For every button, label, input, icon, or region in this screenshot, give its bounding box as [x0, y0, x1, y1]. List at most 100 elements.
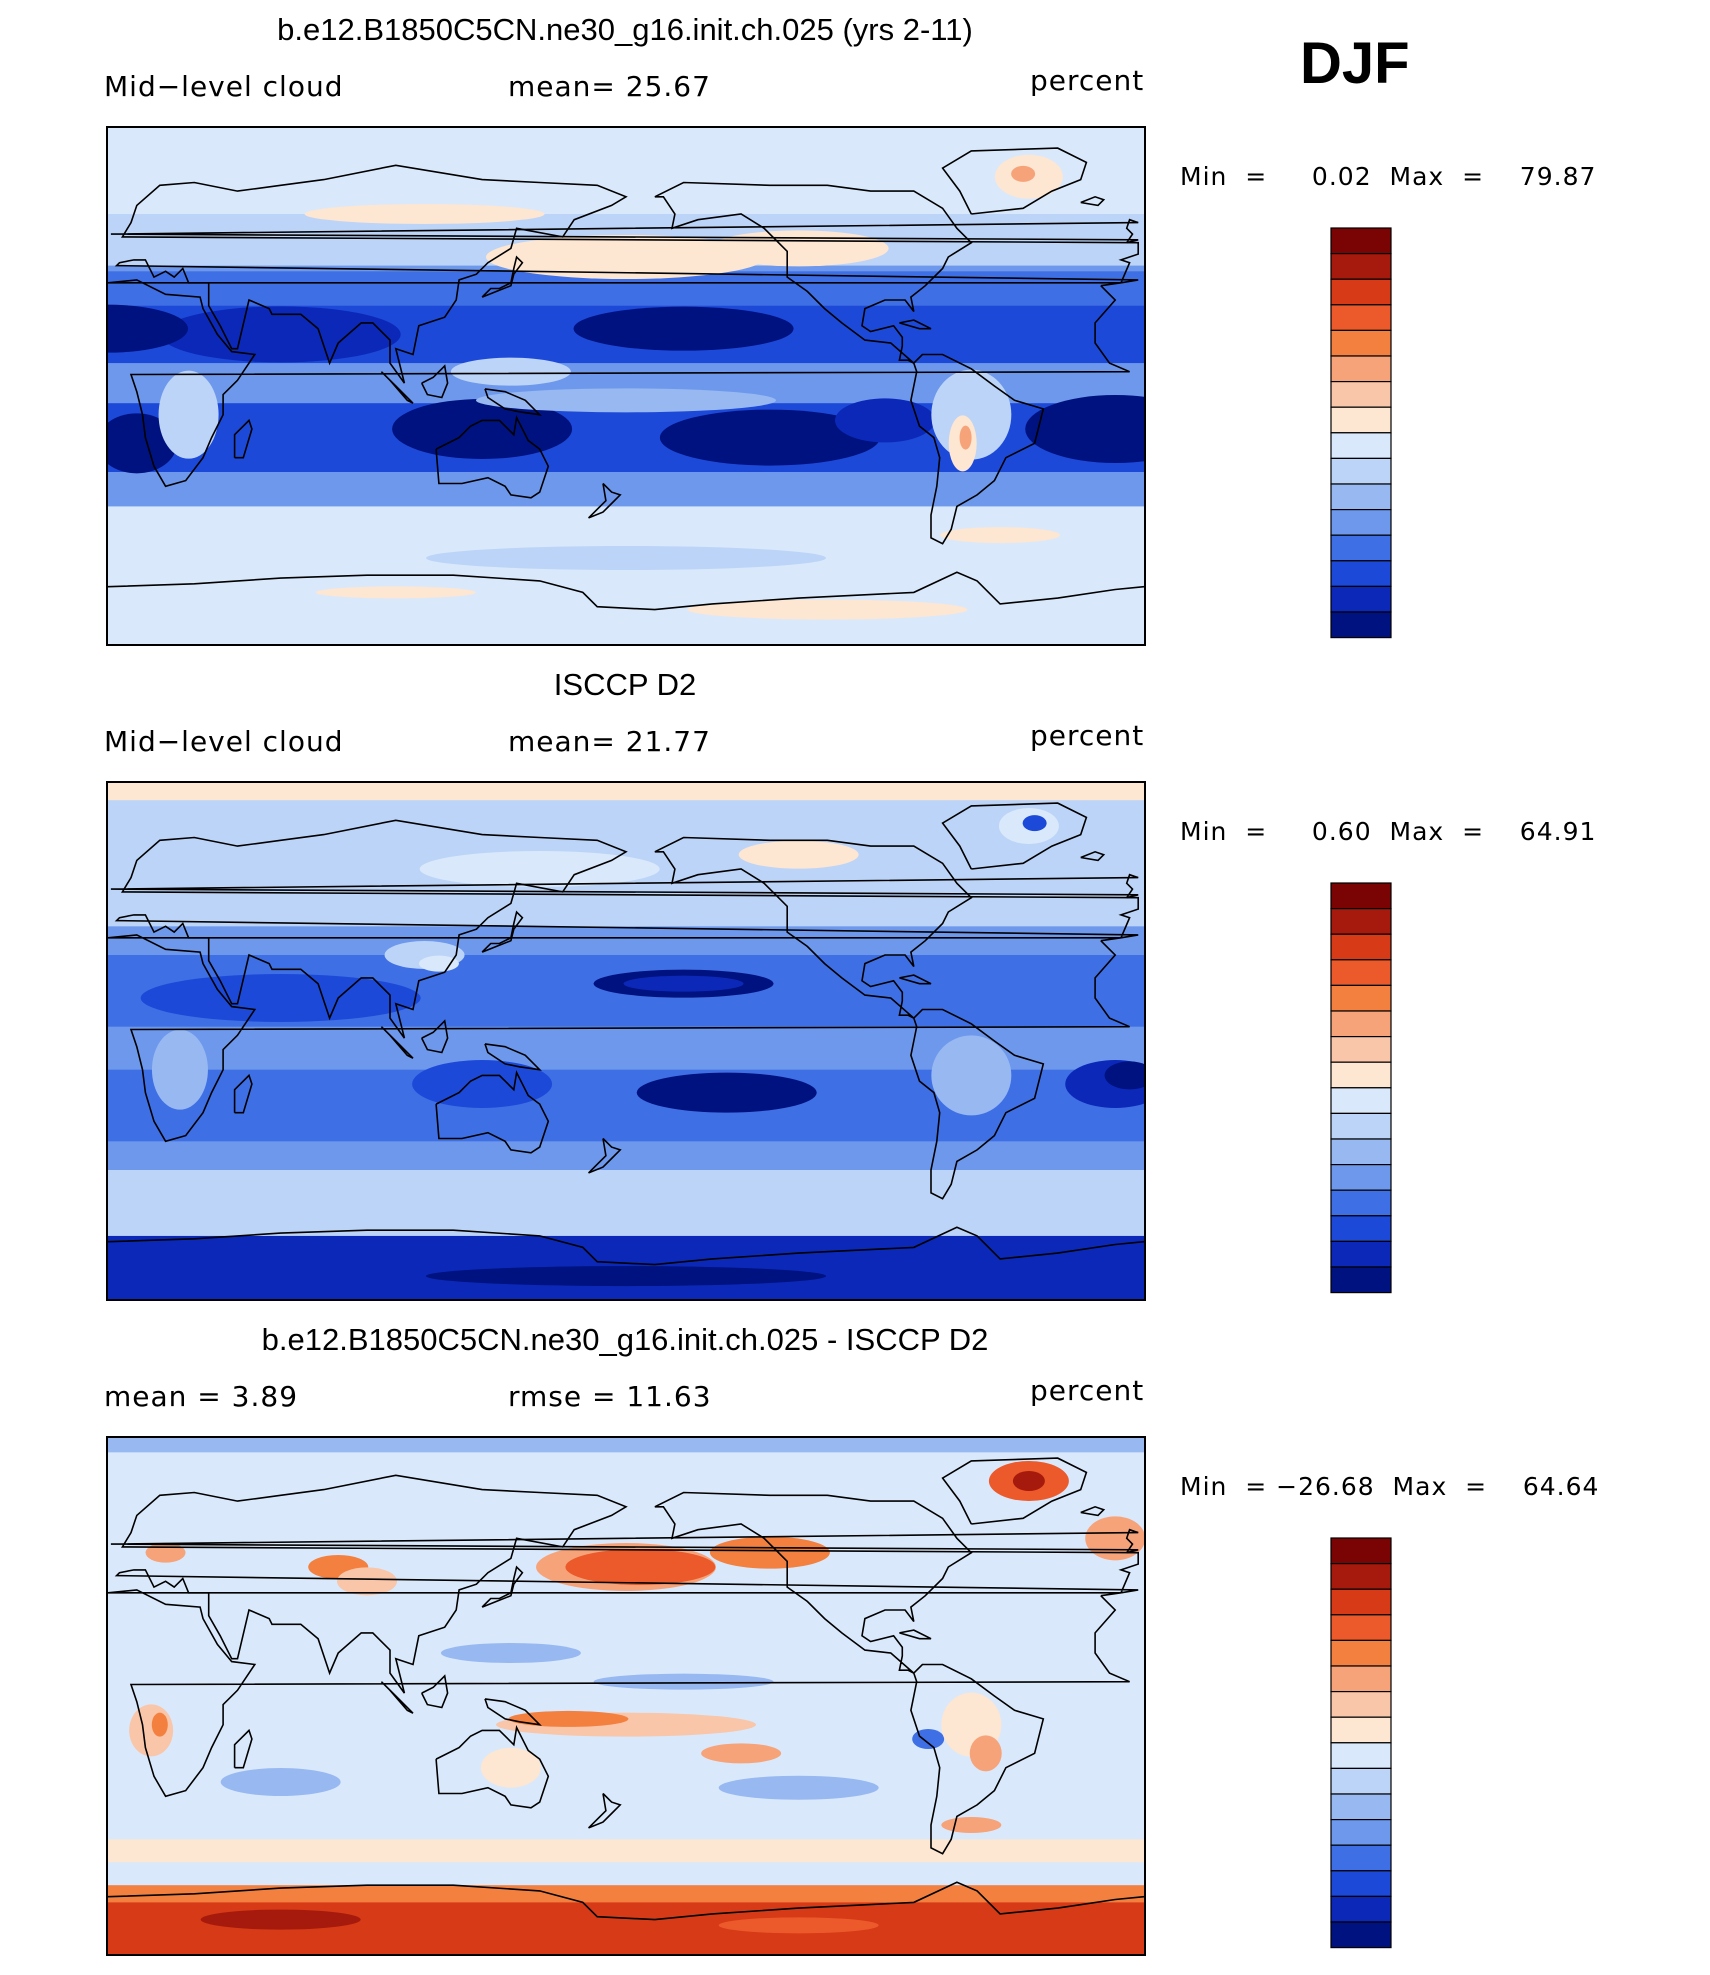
legend-swatch: [1330, 381, 1392, 408]
contour-region: [108, 413, 177, 474]
coastline: [108, 571, 1144, 611]
panel-observations: ISCCP D2 Mid−level cloud mean= 21.77 per…: [0, 655, 1710, 1310]
contour-region: [959, 425, 972, 450]
legend-swatch: [1330, 1614, 1392, 1642]
contour-region: [158, 370, 219, 459]
variable-label: Mid−level cloud: [104, 725, 344, 758]
coastline: [233, 418, 253, 459]
contour-region: [480, 1747, 541, 1788]
coastline: [420, 364, 449, 399]
legend-swatch: [1330, 1061, 1392, 1089]
contour-region: [412, 1060, 553, 1108]
legend-swatch: [1330, 1639, 1392, 1667]
contour-region: [426, 1266, 826, 1287]
legend-swatch: [1330, 1921, 1392, 1949]
contour-region: [1022, 815, 1047, 832]
contour-region: [941, 1817, 1002, 1833]
contour-region: [659, 409, 880, 466]
coastline: [110, 218, 1139, 244]
contour-region: [573, 306, 794, 351]
legend-swatch: [1330, 406, 1392, 434]
units-label: percent: [1030, 1374, 1145, 1407]
legend-swatch: [1330, 1588, 1392, 1616]
coastline: [481, 1565, 524, 1608]
contour-region: [1085, 1516, 1144, 1561]
legend-swatch: [1330, 1665, 1392, 1693]
coastline: [108, 279, 1130, 488]
coastline: [654, 181, 973, 364]
panel-title: ISCCP D2: [553, 667, 697, 702]
min-max-readout: Min = 0.02 Max = 79.87: [1180, 162, 1597, 191]
contour-region: [912, 1729, 945, 1749]
contour-map: [106, 1436, 1146, 1956]
contour-region: [718, 1917, 879, 1934]
coastline: [380, 1681, 414, 1714]
coastline: [654, 836, 973, 1019]
coastline: [941, 1457, 1088, 1525]
legend-swatch: [1330, 1844, 1392, 1872]
contour-region: [440, 1643, 581, 1663]
coastline: [941, 802, 1088, 870]
contour-region: [593, 1673, 774, 1690]
panel-model: b.e12.B1850C5CN.ne30_g16.init.ch.025 (yr…: [0, 0, 1710, 655]
contour-region: [476, 388, 776, 413]
contour-region: [636, 1072, 817, 1113]
legend-swatch: [1330, 355, 1392, 383]
coastline: [380, 1026, 414, 1059]
contour-region: [392, 399, 573, 459]
contour-region: [1011, 165, 1036, 182]
legend-swatch: [1330, 1793, 1392, 1821]
contour-region: [108, 304, 188, 353]
legend-swatch: [1330, 509, 1392, 536]
contour-region: [687, 599, 968, 620]
contour-region: [140, 974, 421, 1022]
coastline: [233, 1073, 253, 1114]
contour-region: [508, 1710, 629, 1727]
coastline: [899, 319, 932, 330]
coastline: [1080, 1505, 1106, 1517]
legend-swatch: [1330, 1870, 1392, 1897]
legend-swatch: [1330, 227, 1392, 255]
contour-region: [160, 306, 401, 363]
contour-region: [419, 851, 660, 887]
rmse-label: rmse = 11.63: [508, 1380, 712, 1413]
season-label: DJF: [1300, 31, 1410, 96]
contour-band: [108, 586, 1144, 644]
contour-region: [220, 1768, 341, 1796]
coastline: [380, 371, 414, 404]
coastline: [941, 147, 1088, 215]
coastline: [420, 1019, 449, 1054]
legend-swatch: [1330, 329, 1392, 357]
contour-map: [106, 781, 1146, 1301]
coastline: [484, 388, 542, 416]
contour-region: [304, 204, 545, 224]
coastline: [435, 1724, 550, 1809]
coastline: [435, 1069, 550, 1154]
contour-region: [151, 1029, 208, 1110]
contour-region: [565, 1549, 716, 1585]
contour-band: [108, 1438, 1144, 1453]
coastline: [114, 819, 1139, 1039]
units-label: percent: [1030, 64, 1145, 97]
contour-region: [450, 357, 571, 386]
legend-swatch: [1330, 1112, 1392, 1140]
coastline: [484, 1043, 542, 1071]
contour-region: [623, 975, 744, 992]
coastline: [108, 1589, 1130, 1798]
contour-band: [108, 1198, 1144, 1228]
coastline: [1080, 850, 1106, 862]
legend-swatch: [1330, 304, 1392, 332]
legend-swatch: [1330, 1537, 1392, 1565]
coastline: [588, 482, 622, 519]
panel-title: b.e12.B1850C5CN.ne30_g16.init.ch.025 - I…: [261, 1322, 989, 1357]
contour-region: [718, 1775, 879, 1800]
panel-difference: b.e12.B1850C5CN.ne30_g16.init.ch.025 - I…: [0, 1310, 1710, 1965]
legend-swatch: [1330, 1189, 1392, 1217]
coastline: [110, 873, 1139, 899]
legend-swatch: [1330, 432, 1392, 460]
coastline: [910, 1008, 1045, 1200]
coastline: [108, 1881, 1144, 1921]
coastline: [108, 1226, 1144, 1266]
color-legend: 95908580757060504030252015105: [1330, 882, 1392, 1294]
legend-swatch: [1330, 1767, 1392, 1795]
